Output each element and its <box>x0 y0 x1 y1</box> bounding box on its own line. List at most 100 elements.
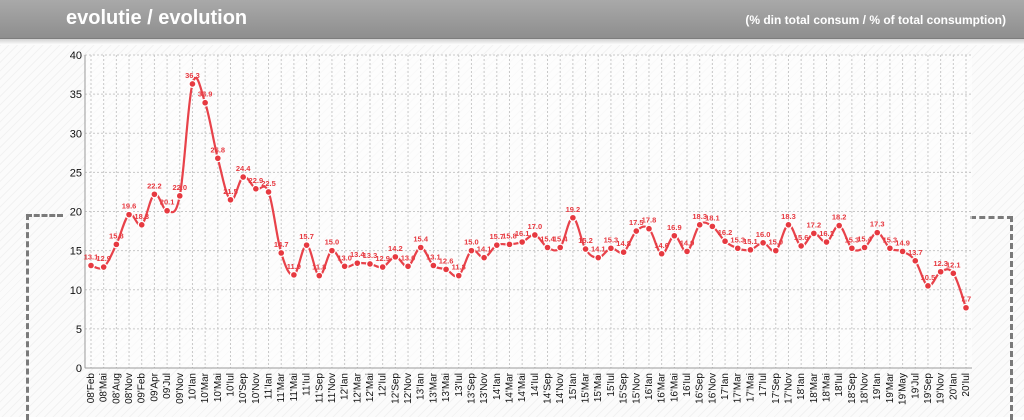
data-label: 10.5 <box>921 273 936 282</box>
data-point <box>480 253 489 262</box>
data-point <box>822 238 831 247</box>
x-tick-label: 18'Iul <box>834 373 845 397</box>
data-point <box>961 303 970 312</box>
x-tick-label: 17'Mai <box>745 373 756 402</box>
data-point <box>429 261 438 270</box>
data-label: 15.7 <box>489 232 504 241</box>
y-tick-label: 5 <box>76 324 82 336</box>
x-tick-label: 17'Ian <box>720 373 731 400</box>
data-label: 12.6 <box>439 256 454 265</box>
data-point <box>264 187 273 196</box>
data-label: 15.2 <box>578 236 593 245</box>
data-point <box>771 246 780 255</box>
data-label: 21.5 <box>223 187 238 196</box>
data-label: 22.0 <box>172 183 187 192</box>
data-point <box>530 230 539 239</box>
x-tick-label: 08'Mai <box>99 373 110 402</box>
data-point <box>391 252 400 261</box>
data-label: 15.8 <box>109 231 124 240</box>
x-tick-label: 10'Mar <box>200 372 211 403</box>
data-point <box>885 244 894 253</box>
x-tick-label: 11'Iul <box>302 373 313 396</box>
data-label: 14.1 <box>477 245 492 254</box>
data-point <box>201 98 210 107</box>
x-tick-label: 10'Sep <box>238 373 249 404</box>
x-tick-label: 11'Sep <box>314 373 325 404</box>
data-label: 15.0 <box>464 238 479 247</box>
x-tick-label: 16'Iul <box>682 373 693 397</box>
x-tick-label: 09'Feb <box>137 373 148 404</box>
x-tick-label: 19'Sep <box>923 373 934 404</box>
data-label: 17.2 <box>807 220 822 229</box>
data-label: 11.8 <box>312 263 326 272</box>
x-tick-label: 09'Jul <box>162 373 173 399</box>
data-point <box>188 79 197 88</box>
y-tick-label: 10 <box>70 285 82 297</box>
x-tick-label: 19'Mar <box>885 372 896 403</box>
data-point <box>784 220 793 229</box>
x-tick-label: 12'Sep <box>390 373 401 404</box>
y-tick-label: 20 <box>70 207 82 219</box>
data-label: 18.3 <box>134 212 149 221</box>
data-point <box>809 229 818 238</box>
data-point <box>911 256 920 265</box>
data-label: 13.1 <box>84 252 99 261</box>
x-tick-label: 14'Ian <box>492 373 503 400</box>
data-label: 15.3 <box>883 235 898 244</box>
data-point <box>226 195 235 204</box>
data-label: 16.9 <box>667 223 682 232</box>
x-tick-label: 20'Iul <box>961 373 972 397</box>
data-label: 15.6 <box>794 233 809 242</box>
data-label: 13.1 <box>426 252 441 261</box>
data-point <box>797 241 806 250</box>
data-point <box>949 269 958 278</box>
data-label: 12.1 <box>946 260 961 269</box>
x-tick-label: 17'Mar <box>733 372 744 403</box>
y-tick-label: 0 <box>76 363 82 375</box>
data-point <box>137 220 146 229</box>
x-axis-ticks: 08'Feb 08'Mai 08'Aug 08'Nov 09'Feb 09'Apr 09'J… <box>86 372 972 405</box>
data-label: 22.2 <box>147 181 162 190</box>
data-point <box>353 259 362 268</box>
x-tick-label: 13'Sep <box>466 373 477 404</box>
data-point <box>365 259 374 268</box>
data-label: 18.2 <box>832 213 847 222</box>
data-labels: 13.112.915.819.618.322.220.122.036.333.9… <box>84 71 972 304</box>
left-dashed-bracket <box>26 214 63 420</box>
x-tick-label: 12'Ian <box>340 373 351 400</box>
data-point <box>594 253 603 262</box>
x-tick-label: 18'Nov <box>860 373 871 404</box>
data-point <box>125 210 134 219</box>
x-tick-label: 20'Ian <box>948 373 959 400</box>
data-point <box>163 206 172 215</box>
data-label: 14.1 <box>591 245 606 254</box>
x-tick-label: 13'Mar <box>428 372 439 403</box>
x-tick-label: 15'Iul <box>606 373 617 397</box>
data-point <box>759 238 768 247</box>
data-label: 15.0 <box>325 238 340 247</box>
data-label: 15.4 <box>553 234 568 243</box>
x-tick-label: 16'Ian <box>644 373 655 400</box>
x-tick-label: 14'Sep <box>543 373 554 404</box>
data-point <box>467 246 476 255</box>
x-tick-label: 19'Ian <box>872 373 883 400</box>
data-point <box>695 220 704 229</box>
data-point <box>99 263 108 272</box>
chart-axes <box>84 55 972 369</box>
x-tick-label: 11'Ian <box>264 373 275 399</box>
data-point <box>454 271 463 280</box>
data-label: 18.1 <box>705 213 720 222</box>
data-point <box>606 244 615 253</box>
x-tick-label: 12'Nov <box>403 373 414 404</box>
x-tick-label: 15'Sep <box>619 373 630 404</box>
data-label: 33.9 <box>198 90 213 99</box>
data-label: 26.8 <box>211 145 226 154</box>
x-tick-label: 13'Iul <box>454 373 465 397</box>
data-point <box>581 245 590 254</box>
x-tick-label: 13'Mai <box>441 373 452 402</box>
data-label: 12.9 <box>375 254 390 263</box>
data-point <box>632 227 641 236</box>
data-label: 15.4 <box>413 234 428 243</box>
data-point <box>112 240 121 249</box>
data-point <box>708 222 717 231</box>
